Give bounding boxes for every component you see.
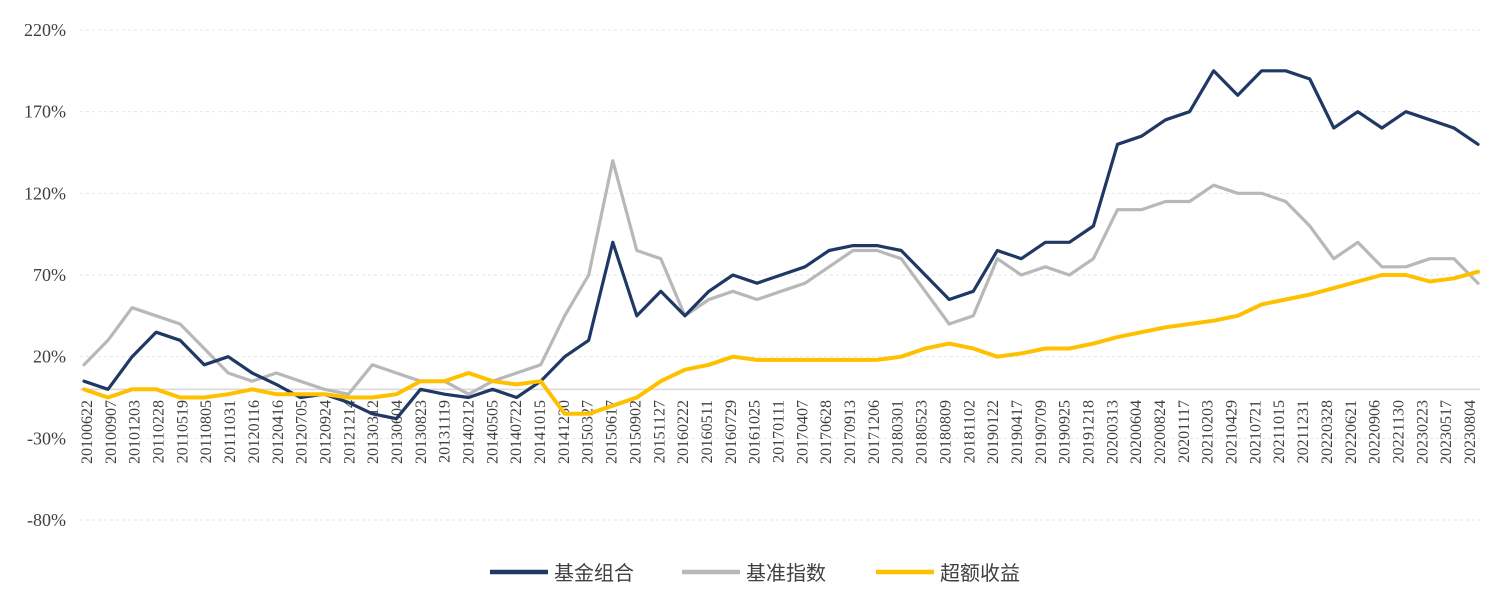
legend: 基金组合 基准指数 超额收益: [490, 561, 1020, 585]
x-tick-label: 20220906: [1367, 400, 1384, 464]
x-tick-label: 20211015: [1271, 400, 1288, 463]
x-tick-label: 20110228: [151, 400, 168, 463]
x-tick-label: 20160511: [699, 400, 716, 463]
x-tick-label: 20210203: [1200, 400, 1217, 464]
x-tick-label: 20201117: [1176, 400, 1193, 463]
x-tick-label: 20160729: [723, 400, 740, 464]
x-tick-label: 20141230: [556, 400, 573, 464]
x-tick-label: 20171206: [866, 400, 883, 464]
x-tick-label: 20170628: [818, 400, 835, 464]
x-tick-label: 20190122: [985, 400, 1002, 464]
series-line-2: [82, 269, 1480, 416]
x-tick-label: 20170913: [842, 400, 859, 464]
legend-label: 超额收益: [940, 561, 1020, 585]
x-tick-label: 20131119: [437, 400, 454, 463]
x-tick-label: 20170111: [771, 400, 788, 463]
x-tick-label: 20130823: [413, 400, 430, 464]
y-tick-label: 20%: [33, 347, 66, 367]
x-tick-label: 20140212: [461, 400, 478, 464]
x-tick-label: 20140722: [508, 400, 525, 464]
x-tick-label: 20120416: [270, 400, 287, 464]
x-tick-label: 20110805: [198, 400, 215, 463]
series-line-1: [82, 159, 1480, 396]
x-tick-label: 20180523: [914, 400, 931, 464]
series-line-0: [82, 69, 1480, 421]
x-tick-label: 20230223: [1414, 400, 1431, 464]
x-tick-label: 20190709: [1033, 400, 1050, 464]
x-tick-label: 20221130: [1390, 400, 1407, 463]
y-axis-tick-labels: 220% 170% 120% 70% 20% -30% -80%: [24, 20, 66, 530]
x-tick-label: 20220621: [1343, 400, 1360, 464]
x-tick-label: 20180301: [890, 400, 907, 464]
x-tick-label: 20100907: [103, 400, 120, 464]
x-axis-tick-labels: 20100622 20100907 20101203 20110228 20110519…: [79, 400, 1479, 464]
x-tick-label: 20150617: [604, 400, 621, 464]
x-tick-label: 20230517: [1438, 400, 1455, 464]
y-tick-label: -30%: [27, 428, 66, 448]
x-tick-label: 20100622: [79, 400, 96, 464]
x-tick-label: 20140505: [484, 400, 501, 464]
x-tick-label: 20150902: [627, 400, 644, 464]
x-tick-label: 20150327: [580, 400, 597, 464]
x-tick-label: 20230804: [1462, 400, 1479, 464]
x-tick-label: 20200824: [1152, 400, 1169, 464]
x-tick-label: 20211231: [1295, 400, 1312, 463]
x-tick-label: 20111031: [222, 400, 239, 463]
x-tick-label: 20170407: [794, 400, 811, 464]
x-tick-label: 20141015: [532, 400, 549, 464]
x-tick-label: 20110519: [174, 400, 191, 463]
x-tick-label: 20130312: [365, 400, 382, 464]
y-tick-label: 70%: [33, 265, 66, 285]
x-tick-label: 20210721: [1247, 400, 1264, 464]
x-tick-label: 20220328: [1319, 400, 1336, 464]
x-tick-label: 20121214: [341, 400, 358, 464]
x-tick-label: 20200313: [1104, 400, 1121, 464]
x-tick-label: 20120705: [294, 400, 311, 464]
x-tick-label: 20200604: [1128, 400, 1145, 464]
y-tick-label: 170%: [24, 102, 66, 122]
y-tick-label: 220%: [24, 20, 66, 40]
x-tick-label: 20160222: [675, 400, 692, 464]
x-tick-label: 20181102: [961, 400, 978, 463]
x-tick-label: 20101203: [127, 400, 144, 464]
series-lines: [82, 69, 1480, 421]
x-tick-label: 20161025: [747, 400, 764, 464]
x-tick-label: 20120116: [246, 400, 263, 463]
x-tick-label: 20151127: [651, 400, 668, 463]
x-tick-label: 20210429: [1224, 400, 1241, 464]
x-tick-label: 20190417: [1009, 400, 1026, 464]
legend-label: 基金组合: [554, 561, 634, 585]
legend-label: 基准指数: [746, 561, 826, 585]
x-tick-label: 20180809: [937, 400, 954, 464]
x-tick-label: 20190925: [1057, 400, 1074, 464]
x-tick-label: 20120924: [317, 400, 334, 464]
x-tick-label: 20130604: [389, 400, 406, 464]
y-tick-label: 120%: [24, 183, 66, 203]
x-tick-label: 20191218: [1080, 400, 1097, 464]
y-tick-label: -80%: [27, 510, 66, 530]
